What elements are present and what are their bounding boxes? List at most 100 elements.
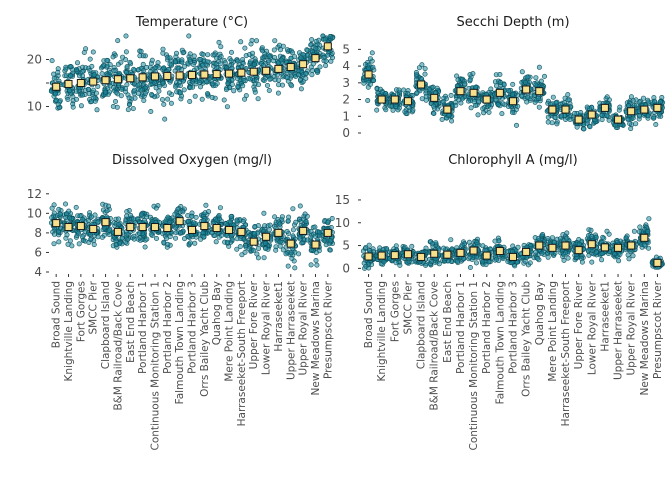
data-point: [600, 234, 606, 240]
panel-title: Chlorophyll A (mg/l): [448, 153, 578, 168]
y-tick-label: 8: [34, 226, 42, 240]
data-point: [200, 62, 206, 68]
data-point: [328, 58, 334, 64]
data-point: [640, 95, 646, 101]
data-point: [289, 255, 295, 261]
data-point: [552, 115, 558, 121]
data-point: [142, 91, 148, 97]
data-point: [203, 78, 209, 84]
data-point: [166, 219, 172, 225]
data-point: [137, 235, 143, 241]
data-point: [588, 227, 594, 233]
data-point: [261, 210, 267, 216]
mean-marker: [600, 243, 609, 252]
data-point: [363, 245, 369, 251]
data-point: [276, 82, 282, 88]
data-point: [140, 61, 146, 67]
data-point: [460, 256, 466, 262]
mean-marker: [200, 222, 209, 231]
data-point: [239, 252, 245, 258]
data-point: [166, 90, 172, 96]
data-point: [124, 213, 130, 219]
data-point: [157, 84, 163, 90]
data-point: [106, 203, 112, 209]
x-tick-label: Upper Royal River: [626, 280, 638, 375]
mean-marker: [299, 60, 308, 69]
data-point: [480, 106, 486, 112]
data-point: [218, 53, 224, 59]
data-point: [536, 235, 542, 241]
data-point: [238, 39, 244, 45]
y-tick-label: 5: [342, 42, 350, 56]
data-point: [76, 230, 82, 236]
x-tick-label: Fort Gorges: [389, 281, 401, 342]
data-point: [492, 238, 498, 244]
data-point: [114, 104, 120, 110]
data-point: [509, 109, 515, 115]
mean-marker: [286, 239, 295, 248]
mean-marker: [323, 42, 332, 51]
data-point: [327, 238, 333, 244]
data-point: [67, 238, 73, 244]
data-point: [266, 58, 272, 64]
data-point: [254, 38, 260, 44]
data-point: [216, 213, 222, 219]
mean-marker: [262, 66, 271, 75]
data-point: [266, 88, 272, 94]
data-point: [205, 91, 211, 97]
data-point: [178, 90, 184, 96]
y-tick-label: 10: [335, 216, 350, 230]
data-point: [462, 81, 468, 87]
x-tick-label: B&M Railroad/Back Cove: [429, 281, 441, 411]
data-point: [545, 254, 551, 260]
mean-marker: [430, 93, 439, 102]
data-point: [212, 95, 218, 101]
mean-marker: [299, 226, 308, 235]
panel-dissolved-oxygen: Dissolved Oxygen (mg/l) 4 6 8 10 12 Broad Soun…: [27, 153, 335, 450]
data-point: [494, 256, 500, 262]
data-point: [99, 234, 105, 240]
mean-marker: [417, 80, 426, 89]
data-point: [416, 65, 422, 71]
data-point: [545, 114, 551, 120]
mean-marker: [482, 95, 491, 104]
data-point: [118, 59, 124, 65]
data-point: [228, 58, 234, 64]
y-tick-label: 2: [342, 93, 350, 107]
data-point: [617, 104, 623, 110]
data-point: [180, 209, 186, 215]
data-point: [68, 73, 74, 79]
x-tick-label: Fort Gorges: [75, 281, 87, 342]
data-point: [160, 97, 166, 103]
data-point: [303, 75, 309, 81]
data-point: [572, 110, 578, 116]
x-tick-label: Lower Royal River: [261, 280, 273, 375]
data-point: [104, 57, 110, 63]
data-point: [397, 262, 403, 268]
data-point: [187, 240, 193, 246]
mean-marker: [574, 115, 583, 124]
mean-marker: [175, 217, 184, 226]
data-point: [551, 239, 557, 245]
data-point: [113, 89, 119, 95]
mean-marker: [89, 224, 98, 233]
data-point: [289, 83, 295, 89]
data-point: [252, 224, 258, 230]
x-tick-label: Harraseeket1: [599, 281, 611, 352]
mean-marker: [522, 247, 531, 256]
panel-temperature: Temperature (°C) 10 20: [27, 15, 336, 122]
data-point: [627, 121, 633, 127]
data-point: [414, 90, 420, 96]
data-point: [210, 81, 216, 87]
data-point: [441, 245, 447, 251]
mean-marker: [614, 243, 623, 252]
data-point: [533, 82, 539, 88]
data-point: [367, 56, 373, 62]
data-point: [91, 242, 97, 248]
data-point: [180, 50, 186, 56]
data-point: [217, 61, 223, 67]
mean-marker: [640, 233, 649, 242]
data-point: [453, 102, 459, 108]
data-point: [173, 235, 179, 241]
data-point: [185, 213, 191, 219]
